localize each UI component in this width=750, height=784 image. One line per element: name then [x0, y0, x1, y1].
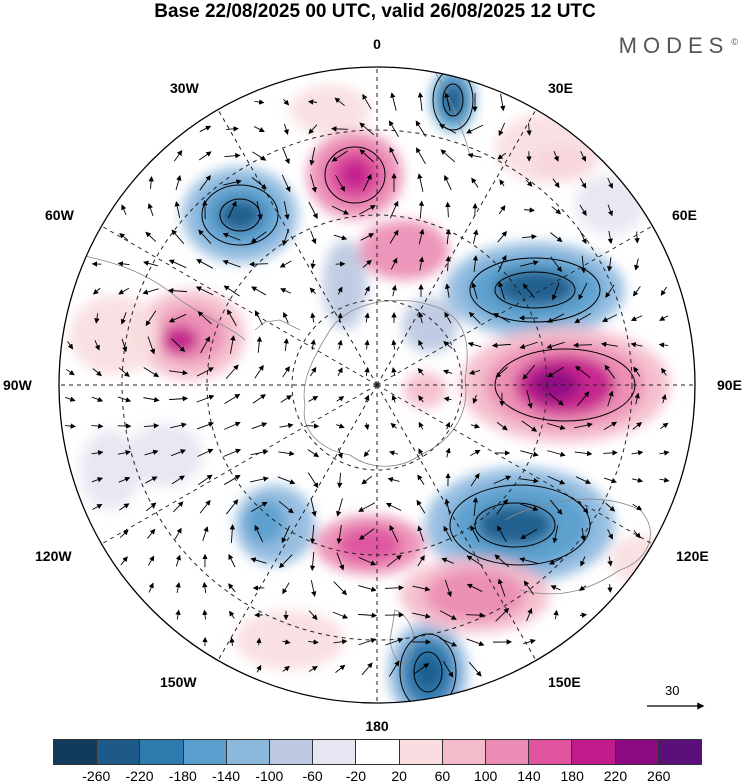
- colorbar-cell: [227, 740, 270, 764]
- colorbar-tick-label: -20: [346, 768, 366, 784]
- colorbar-tick-label: 220: [604, 768, 627, 784]
- meridian-label-30w: 30W: [170, 80, 199, 96]
- anomaly-region: [414, 654, 442, 690]
- colorbar-tick-label: 260: [647, 768, 670, 784]
- anomaly-region: [245, 500, 285, 544]
- anomaly-region: [359, 220, 449, 280]
- wind-vector: [308, 426, 318, 427]
- map-disk: [50, 55, 710, 722]
- anomaly-region: [80, 430, 140, 510]
- anomaly-region: [70, 295, 160, 375]
- colorbar-tick-label: 140: [517, 768, 540, 784]
- meridian-label-60e: 60E: [672, 207, 697, 223]
- colorbar-cell: [529, 740, 572, 764]
- meridian-label-90e: 90E: [717, 377, 742, 393]
- anomaly-region: [339, 159, 371, 191]
- colorbar-cell: [400, 740, 443, 764]
- colorbar-cell: [97, 740, 140, 764]
- colorbar-cell: [486, 740, 529, 764]
- colorbar-cell: [313, 740, 356, 764]
- meridian-label-0: 0: [373, 36, 381, 52]
- anomaly-region: [477, 505, 553, 545]
- colorbar-tick-label: -260: [82, 768, 110, 784]
- anomaly-region: [425, 569, 525, 621]
- wind-vector: [332, 129, 348, 130]
- anomaly-region: [162, 326, 198, 354]
- meridian-label-150w: 150W: [160, 674, 197, 690]
- colorbar-cell: [54, 740, 97, 764]
- wind-reference-value: 30: [665, 683, 679, 698]
- colorbar-tick-label: 180: [561, 768, 584, 784]
- meridian-label-90w: 90W: [3, 377, 32, 393]
- colorbar-tick-label: -60: [302, 768, 322, 784]
- colorbar-cell: [572, 740, 615, 764]
- anomaly-region: [218, 199, 262, 231]
- colorbar-labels: -260 -220 -180 -140 -100 -60 -20 20 60 100 140 180 2…: [0, 768, 750, 784]
- meridian-label-60w: 60W: [45, 207, 74, 223]
- colorbar-cell: [356, 740, 399, 764]
- meridian-label-120w: 120W: [35, 548, 72, 564]
- colorbar-cell: [616, 740, 659, 764]
- colorbar-tick-label: 60: [435, 768, 451, 784]
- meridian-label-30e: 30E: [548, 80, 573, 96]
- colorbar-tick-label: -220: [126, 768, 154, 784]
- colorbar: [53, 739, 702, 765]
- colorbar-cell: [443, 740, 486, 764]
- anomaly-region: [610, 535, 670, 585]
- colorbar-tick-label: -180: [169, 768, 197, 784]
- anomaly-region: [235, 610, 345, 670]
- anomaly-region: [403, 372, 447, 408]
- colorbar-tick-label: 20: [391, 768, 407, 784]
- colorbar-tick-label: -140: [212, 768, 240, 784]
- anomaly-region: [290, 85, 370, 135]
- wind-vector: [250, 264, 268, 265]
- anomaly-region: [441, 82, 465, 118]
- colorbar-cell: [184, 740, 227, 764]
- meridian-label-150e: 150E: [548, 674, 581, 690]
- colorbar-cell: [270, 740, 313, 764]
- anomaly-region: [495, 270, 575, 306]
- meridian-label-120e: 120E: [676, 548, 709, 564]
- meridian-label-180: 180: [365, 718, 388, 734]
- colorbar-tick-label: 100: [474, 768, 497, 784]
- colorbar-cell: [659, 740, 701, 764]
- anomaly-region: [338, 527, 402, 563]
- colorbar-tick-label: -100: [255, 768, 283, 784]
- colorbar-cell: [140, 740, 183, 764]
